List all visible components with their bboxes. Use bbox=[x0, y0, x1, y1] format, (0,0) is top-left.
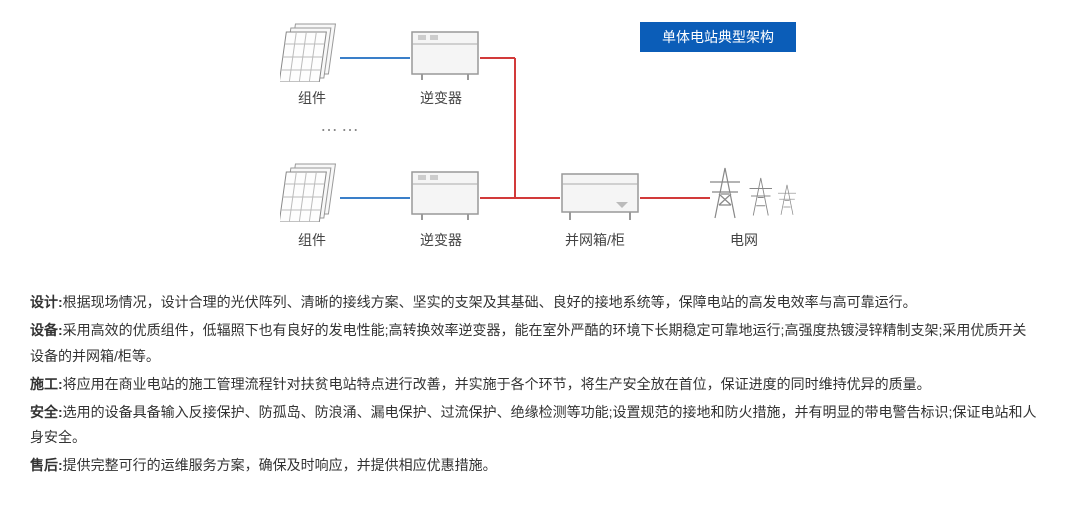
inverter-icon bbox=[410, 170, 480, 222]
inverter-icon bbox=[410, 30, 480, 82]
combiner-label: 并网箱/柜 bbox=[565, 230, 625, 250]
solar-panel-icon bbox=[280, 20, 340, 82]
ellipsis-icon: …… bbox=[320, 115, 362, 136]
para-design: 设计:根据现场情况，设计合理的光伏阵列、清晰的接线方案、坚实的支架及其基础、良好… bbox=[30, 290, 1039, 316]
description-text: 设计:根据现场情况，设计合理的光伏阵列、清晰的接线方案、坚实的支架及其基础、良好… bbox=[30, 290, 1039, 479]
architecture-diagram: 单体电站典型架构 组件 bbox=[270, 10, 1039, 270]
para-equipment: 设备:采用高效的优质组件，低辐照下也有良好的发电性能;高转换效率逆变器，能在室外… bbox=[30, 318, 1039, 370]
para-construction: 施工:将应用在商业电站的施工管理流程针对扶贫电站特点进行改善，并实施于各个环节，… bbox=[30, 372, 1039, 398]
panel-top-label: 组件 bbox=[298, 88, 326, 108]
inverter-bot-label: 逆变器 bbox=[420, 230, 462, 250]
combiner-box-icon bbox=[560, 170, 640, 222]
grid-label: 电网 bbox=[730, 230, 758, 250]
para-aftersale: 售后:提供完整可行的运维服务方案，确保及时响应，并提供相应优惠措施。 bbox=[30, 453, 1039, 479]
para-safety: 安全:选用的设备具备输入反接保护、防孤岛、防浪涌、漏电保护、过流保护、绝缘检测等… bbox=[30, 400, 1039, 452]
inverter-top-label: 逆变器 bbox=[420, 88, 462, 108]
panel-bot-label: 组件 bbox=[298, 230, 326, 250]
solar-panel-icon bbox=[280, 160, 340, 222]
grid-tower-icon bbox=[700, 160, 810, 222]
